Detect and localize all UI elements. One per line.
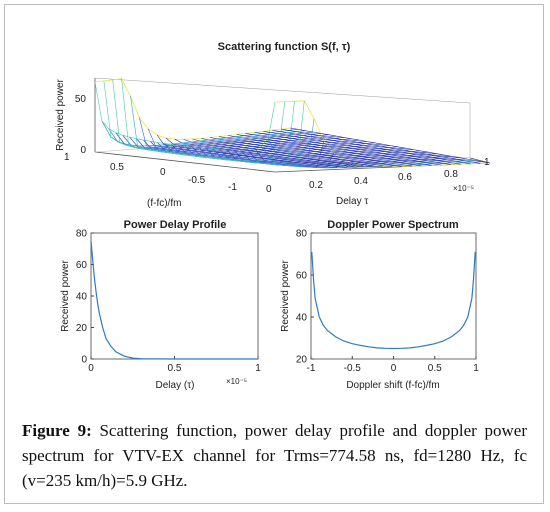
pdp-y-tick-label: 40	[76, 292, 88, 303]
y-axis-label: Delay τ	[336, 196, 368, 207]
y-tick-0.2: 0.2	[309, 180, 323, 191]
surface-mesh-line	[263, 131, 461, 165]
x-tick-0.5: 0.5	[110, 162, 124, 173]
surface-mesh-line	[147, 128, 334, 169]
surface-mesh-line	[236, 134, 432, 166]
surface-mesh	[94, 78, 491, 169]
surface-mesh-line	[281, 128, 481, 164]
x-tick-0: 0	[160, 167, 166, 178]
x-tick-1: 1	[64, 152, 70, 163]
z-tick-0: 0	[80, 145, 86, 156]
pdp-y-tick-label: 20	[76, 323, 88, 334]
dps-y-tick-label: 80	[296, 229, 308, 240]
pdp-plot: Power Delay Profile 0 0.5 1 0 20 40 60 80 Recei…	[60, 219, 261, 391]
y-tick-0.8: 0.8	[444, 169, 458, 180]
x-tick-m1: -1	[228, 182, 237, 193]
scattering-surface-plot: Scattering function S(f, τ) 0 50 Receive…	[55, 41, 491, 209]
pdp-ticks: 0 0.5 1 0 20 40 60 80	[76, 229, 261, 375]
x-tick-m0.5: -0.5	[188, 175, 206, 186]
dps-x-tick-label: -1	[307, 363, 316, 374]
pdp-axes-box	[90, 232, 259, 360]
dps-xlabel: Doppler shift (f-fc)/fm	[346, 380, 439, 391]
dps-x-tick-label: 0	[391, 363, 397, 374]
caption-label: Figure 9:	[22, 421, 92, 440]
dps-x-tick-label: 0.5	[428, 363, 442, 374]
surface-mesh-line	[156, 134, 344, 169]
pdp-x-tick-label: 0	[88, 363, 94, 374]
figure-caption: Figure 9: Scattering function, power del…	[22, 418, 527, 493]
pdp-y-tick-label: 80	[76, 229, 88, 240]
dps-ylabel: Received power	[280, 259, 291, 331]
surface-mesh-line	[94, 78, 291, 140]
surface-title: Scattering function S(f, τ)	[218, 41, 351, 53]
y-tick-0: 0	[266, 184, 272, 195]
surface-mesh-line	[245, 133, 442, 166]
surface-mesh-line	[183, 139, 373, 168]
z-tick-50: 50	[75, 94, 87, 105]
dps-axes-box	[310, 232, 477, 360]
pdp-y-tick-label: 0	[81, 355, 87, 366]
surface-mesh-line	[201, 138, 393, 167]
dps-plot: Doppler Power Spectrum -1 -0.5 0 0.5 1 20 40 60…	[280, 219, 479, 391]
surface-mesh-line	[254, 132, 451, 165]
pdp-title: Power Delay Profile	[124, 219, 227, 231]
y-tick-0.4: 0.4	[354, 176, 368, 187]
dps-series-line	[311, 251, 476, 350]
surface-mesh-line	[139, 117, 325, 168]
caption-text: Scattering function, power delay profile…	[22, 421, 527, 490]
surface-mesh-line	[130, 96, 315, 168]
surface-mesh-line	[210, 137, 403, 167]
surface-mesh-line	[227, 135, 422, 167]
surface-mesh-line	[219, 136, 412, 167]
dps-ticks: -1 -0.5 0 0.5 1 20 40 60 80	[296, 229, 479, 375]
surface-mesh-line	[121, 78, 305, 167]
surface-mesh-line	[272, 129, 471, 165]
y-exponent: ×10⁻⁵	[453, 184, 474, 193]
pdp-y-tick-label: 60	[76, 260, 88, 271]
surface-mesh-line	[192, 138, 383, 167]
x-axis-label: (f-fc)/fm	[147, 198, 181, 209]
dps-x-tick-label: 1	[473, 363, 479, 374]
z-axis-label: Received power	[55, 78, 66, 150]
y-tick-0.6: 0.6	[398, 172, 412, 183]
surface-mesh-line	[174, 138, 364, 168]
dps-y-tick-label: 60	[296, 271, 308, 282]
dps-x-tick-label: -0.5	[344, 363, 362, 374]
y-tick-1: 1	[484, 157, 490, 168]
pdp-x-tick-label: 1	[255, 363, 261, 374]
pdp-ylabel: Received power	[60, 259, 71, 331]
surface-mesh-line	[165, 137, 354, 168]
surface-mesh-line	[289, 127, 491, 164]
surface-mesh-line	[94, 81, 276, 150]
pdp-xlabel: Delay (τ)	[156, 380, 195, 391]
pdp-series-line	[90, 240, 258, 360]
pdp-x-exponent: ×10⁻⁵	[226, 377, 247, 386]
dps-y-tick-label: 40	[296, 313, 308, 324]
dps-title: Doppler Power Spectrum	[327, 219, 459, 231]
dps-y-tick-label: 20	[296, 355, 308, 366]
pdp-x-tick-label: 0.5	[168, 363, 182, 374]
